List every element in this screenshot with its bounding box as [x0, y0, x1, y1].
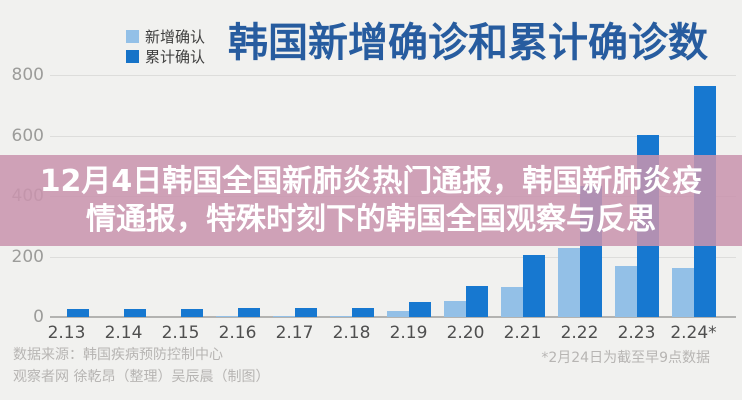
bar-cumulative-2.17	[294, 307, 317, 317]
legend-item-new: 新增确认	[126, 26, 205, 46]
legend-label-new: 新增确认	[145, 27, 206, 46]
bar-new-2.16	[215, 316, 238, 317]
bar-cumulative-2.21	[522, 255, 545, 317]
x-tick-label-2.20: 2.20	[446, 323, 485, 343]
x-tick-label-2.13: 2.13	[47, 323, 86, 343]
bar-cumulative-2.20	[465, 285, 488, 317]
y-tick-label-200: 200	[11, 246, 44, 267]
bar-new-2.24	[671, 268, 694, 317]
bar-new-2.17	[272, 316, 295, 317]
data-source-credits: 数据来源：韩国疾病预防控制中心 观察者网 徐乾昂（整理）吴辰晨（制图）	[13, 344, 269, 388]
bar-cumulative-2.16	[237, 308, 260, 317]
bar-cumulative-2.15	[180, 308, 203, 317]
bar-new-2.18	[329, 316, 352, 317]
bar-cumulative-2.19	[408, 301, 431, 317]
bar-cumulative-2.13	[66, 308, 89, 317]
x-tick-label-2.17: 2.17	[275, 323, 314, 343]
legend-swatch-cumulative-icon	[126, 49, 139, 63]
y-tick-label-800: 800	[11, 65, 44, 85]
gridline-800	[50, 75, 736, 76]
data-source-line: 数据来源：韩国疾病预防控制中心	[13, 347, 223, 363]
legend-label-cumulative: 累计确认	[145, 47, 206, 66]
x-tick-label-2.22: 2.22	[560, 323, 599, 343]
x-tick-label-2.15: 2.15	[161, 323, 200, 343]
bar-new-2.22	[557, 247, 580, 317]
x-tick-label-2.19: 2.19	[389, 323, 428, 343]
headline-overlay-banner: 12月4日韩国全国新肺炎热门通报，韩国新肺炎疫 情通报，特殊时刻下的韩国全国观察…	[0, 155, 742, 246]
y-tick-label-0: 0	[33, 307, 44, 327]
gridline-200	[50, 256, 736, 258]
x-tick-label-2.23: 2.23	[617, 323, 656, 343]
legend-swatch-new-icon	[126, 29, 139, 43]
headline-line-1: 12月4日韩国全国新肺炎热门通报，韩国新肺炎疫	[39, 163, 703, 199]
bar-new-2.19	[386, 310, 409, 317]
x-tick-label-2.18: 2.18	[332, 323, 371, 343]
x-tick-label-2.24: 2.24*	[670, 323, 717, 343]
headline-line-2: 情通报，特殊时刻下的韩国全国观察与反思	[86, 201, 656, 237]
gridline-600	[50, 135, 736, 137]
bar-new-2.23	[614, 265, 637, 317]
y-tick-label-600: 600	[11, 125, 44, 146]
x-tick-label-2.16: 2.16	[218, 323, 257, 343]
bar-new-2.20	[443, 300, 466, 317]
legend-item-cumulative: 累计确认	[126, 46, 205, 66]
x-axis-line	[50, 316, 736, 318]
bar-new-2.21	[500, 286, 523, 317]
x-tick-label-2.14: 2.14	[104, 323, 143, 343]
chart-title: 韩国新增确诊和累计确诊数	[228, 20, 708, 66]
chart-legend: 新增确认 累计确认	[126, 26, 205, 66]
credits-line: 观察者网 徐乾昂（整理）吴辰晨（制图）	[13, 369, 270, 385]
x-tick-label-2.21: 2.21	[503, 323, 542, 343]
bar-cumulative-2.14	[123, 308, 146, 317]
footnote-asterisk: *2月24日为截至早9点数据	[541, 350, 710, 366]
bar-cumulative-2.18	[351, 307, 374, 317]
